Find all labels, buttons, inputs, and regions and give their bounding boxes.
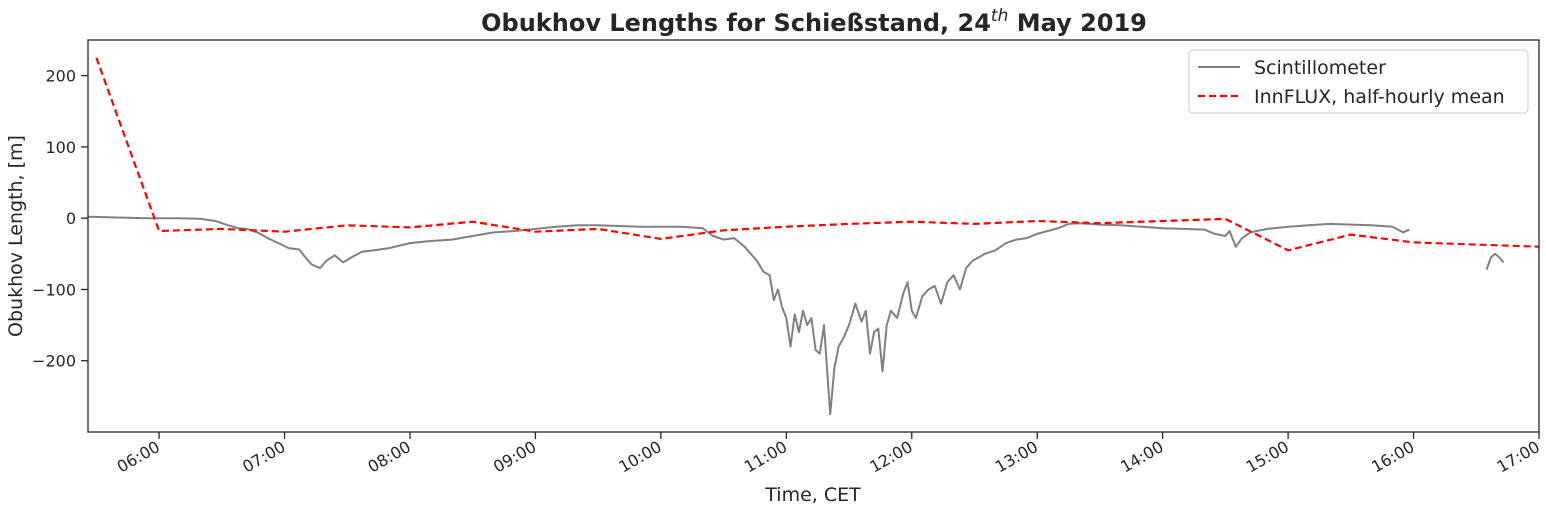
legend: Scintillometer InnFLUX, half-hourly mean bbox=[1188, 49, 1529, 114]
y-tick-label: −100 bbox=[32, 280, 76, 299]
x-tick-label: 16:00 bbox=[1368, 437, 1417, 477]
x-tick-label: 06:00 bbox=[114, 437, 163, 477]
x-tick-label: 13:00 bbox=[992, 437, 1041, 477]
x-tick-label: 07:00 bbox=[239, 437, 288, 477]
chart-title: Obukhov Lengths for Schießstand, 24th Ma… bbox=[481, 6, 1147, 37]
x-tick-label: 15:00 bbox=[1243, 437, 1292, 477]
y-axis-label: Obukhov Length, [m] bbox=[5, 135, 27, 337]
plot-frame bbox=[87, 39, 1540, 433]
series-line-scintillometer-1 bbox=[1485, 252, 1505, 270]
y-tick-label: 0 bbox=[66, 209, 76, 228]
y-axis-ticks: 200 100 0 −100 −200 bbox=[32, 67, 88, 371]
chart-title-suffix: May 2019 bbox=[1008, 9, 1147, 37]
legend-label-scintillometer: Scintillometer bbox=[1254, 57, 1386, 79]
legend-box bbox=[1188, 49, 1529, 114]
x-tick-label: 14:00 bbox=[1117, 437, 1166, 477]
y-tick-label: −200 bbox=[32, 352, 76, 371]
legend-label-innflux: InnFLUX, half-hourly mean bbox=[1254, 86, 1505, 108]
chart-title-main: Obukhov Lengths for Schießstand, 24 bbox=[481, 9, 991, 37]
x-axis-ticks: 06:00 07:00 08:00 09:00 10:00 11:00 12:00 13:00… bbox=[114, 432, 1543, 477]
x-tick-label: 08:00 bbox=[365, 437, 414, 477]
plot-area bbox=[87, 57, 1540, 416]
x-tick-label: 12:00 bbox=[866, 437, 915, 477]
y-tick-label: 100 bbox=[45, 138, 76, 157]
chart-title-superscript: th bbox=[991, 6, 1008, 26]
x-tick-label: 11:00 bbox=[741, 437, 790, 477]
x-tick-label: 10:00 bbox=[615, 437, 664, 477]
y-tick-label: 200 bbox=[45, 67, 76, 86]
series-line-scintillometer-0 bbox=[87, 215, 1410, 416]
series-line-innflux-0 bbox=[95, 57, 1540, 252]
x-tick-label: 09:00 bbox=[490, 437, 539, 477]
x-axis-label: Time, CET bbox=[764, 484, 861, 506]
x-tick-label: 17:00 bbox=[1494, 437, 1543, 477]
